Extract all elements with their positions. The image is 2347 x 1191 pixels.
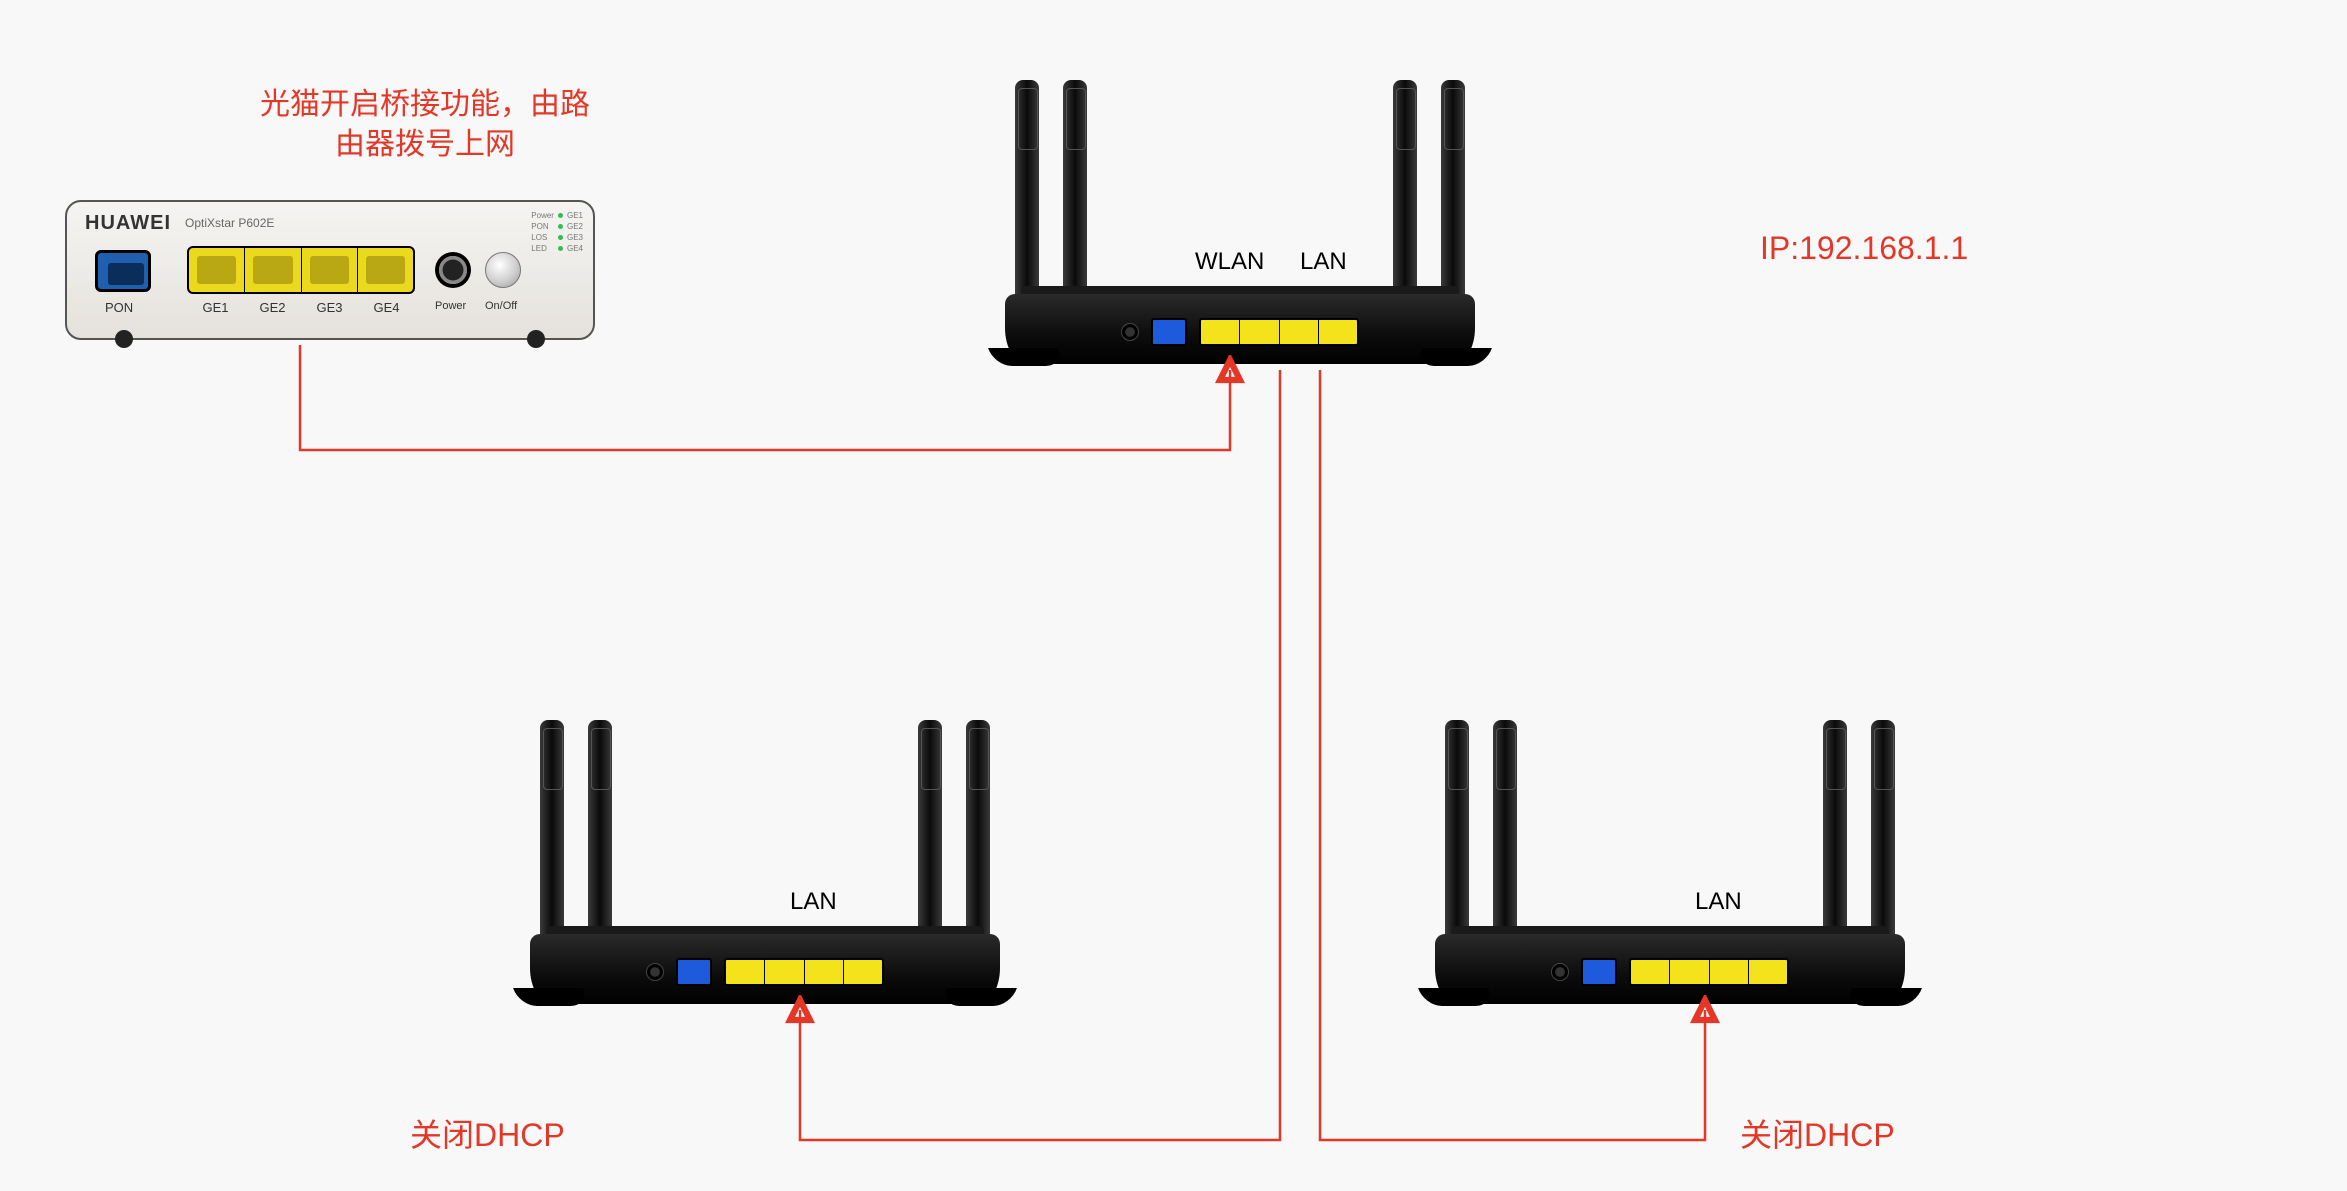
ge1-port [189,248,245,292]
left-lan-label: LAN [790,888,837,916]
dc-jack-icon [646,963,664,981]
ip-address-label: IP:192.168.1.1 [1760,230,1968,267]
ge4-label: GE4 [358,300,415,315]
wan-port [676,958,712,986]
lan-port-block [1629,958,1789,986]
pon-port [95,250,151,292]
lan4-port [1319,320,1357,344]
main-lan-label: LAN [1300,248,1347,276]
dc-jack-icon [1121,323,1139,341]
modem-led-panel: PowerGE1 PONGE2 LOSGE3 LEDGE4 [531,210,583,254]
dc-jack-icon [1551,963,1569,981]
ge-port-block [187,246,415,294]
dc-jack-icon [435,252,471,288]
router-main [1005,280,1475,364]
lan1-port [1201,320,1240,344]
lan-port-block [1199,318,1359,346]
ge2-port [245,248,301,292]
antenna-icon [918,720,942,950]
antenna-icon [1063,80,1087,310]
cable-overlay [0,0,2347,1191]
antenna-icon [1441,80,1465,310]
antenna-icon [1493,720,1517,950]
modem-model: OptiXstar P602E [185,216,274,230]
antenna-icon [588,720,612,950]
antenna-icon [1823,720,1847,950]
modem-brand: HUAWEI [85,212,171,235]
lan2-port [1240,320,1279,344]
modem-caption-line1: 光猫开启桥接功能，由路 [260,88,590,121]
modem-caption: 光猫开启桥接功能，由路 由器拨号上网 [215,85,635,165]
ge-labels: GE1 GE2 GE3 GE4 [187,300,415,315]
antenna-icon [1393,80,1417,310]
network-topology-diagram: 光猫开启桥接功能，由路 由器拨号上网 HUAWEI OptiXstar P602… [0,0,2347,1191]
modem-foot-icon [527,330,545,348]
ge1-label: GE1 [187,300,244,315]
modem-foot-icon [115,330,133,348]
ge4-port [358,248,413,292]
antenna-icon [1871,720,1895,950]
lan-port-block [724,958,884,986]
optical-modem: HUAWEI OptiXstar P602E PON GE1 GE2 GE3 G… [65,200,595,340]
dhcp-off-right: 关闭DHCP [1740,1110,1895,1156]
power-label: Power [435,300,466,312]
router-secondary-right [1435,920,1905,1004]
right-lan-label: LAN [1695,888,1742,916]
power-button-icon [485,252,521,288]
main-wlan-label: WLAN [1195,248,1264,276]
antenna-icon [1445,720,1469,950]
ge3-label: GE3 [301,300,358,315]
wan-port [1581,958,1617,986]
dhcp-off-left: 关闭DHCP [410,1110,565,1156]
wan-port [1151,318,1187,346]
antenna-icon [1015,80,1039,310]
modem-caption-line2: 由器拨号上网 [335,128,515,161]
antenna-icon [540,720,564,950]
antenna-icon [966,720,990,950]
lan3-port [1280,320,1319,344]
ge2-label: GE2 [244,300,301,315]
onoff-label: On/Off [485,300,517,312]
cable-main-to-left [800,370,1280,1140]
router-secondary-left [530,920,1000,1004]
pon-label: PON [105,300,133,315]
ge3-port [302,248,358,292]
